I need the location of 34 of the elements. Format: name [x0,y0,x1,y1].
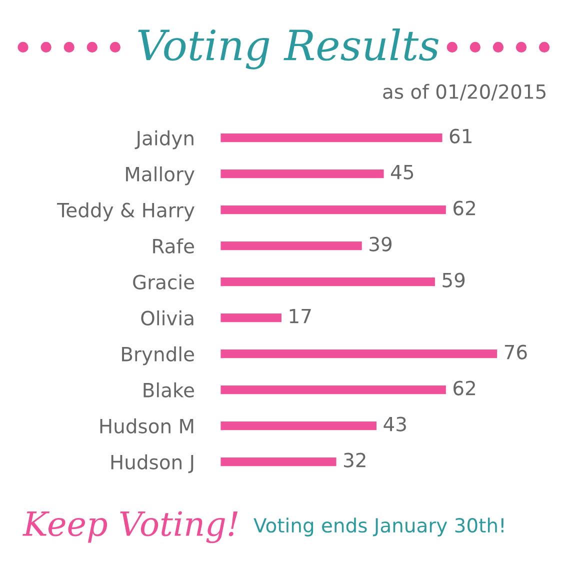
y-tick-label: Teddy & Harry [57,202,194,222]
bar [220,420,378,432]
chart-subtitle: as of 01/20/2015 [383,84,546,100]
data-label: 62 [454,380,475,396]
bar [220,384,448,396]
bar [220,240,364,252]
bar [220,312,283,324]
y-tick-label: Mallory [126,166,194,186]
bar [220,456,338,468]
data-label: 32 [344,452,366,468]
bar [220,348,498,360]
y-tick-label: Gracie [133,274,194,290]
bar [220,168,386,180]
y-tick-label: Jaidyn [134,130,194,150]
y-tick-label: Hudson M [100,418,194,434]
data-label: 17 [290,308,311,324]
data-label: 59 [442,272,465,288]
y-tick-label: Bryndle [122,346,194,366]
y-tick-label: Blake [144,382,194,398]
bar [220,204,448,216]
y-tick-label: Hudson J [111,454,194,474]
data-label: 76 [504,344,527,360]
data-label: 39 [370,236,392,252]
data-label: 62 [454,200,475,216]
y-tick-label: Rafe [153,238,194,254]
bar [220,132,444,144]
bar [220,276,436,288]
data-label: 45 [390,164,414,180]
text: Keep Voting! [22,511,238,544]
chart-title: Voting Results [138,28,439,70]
data-label: 43 [384,416,406,432]
y-tick-label: Olivia [141,310,194,326]
text: Voting ends January 30th! [254,518,504,536]
data-label: 61 [450,128,472,144]
